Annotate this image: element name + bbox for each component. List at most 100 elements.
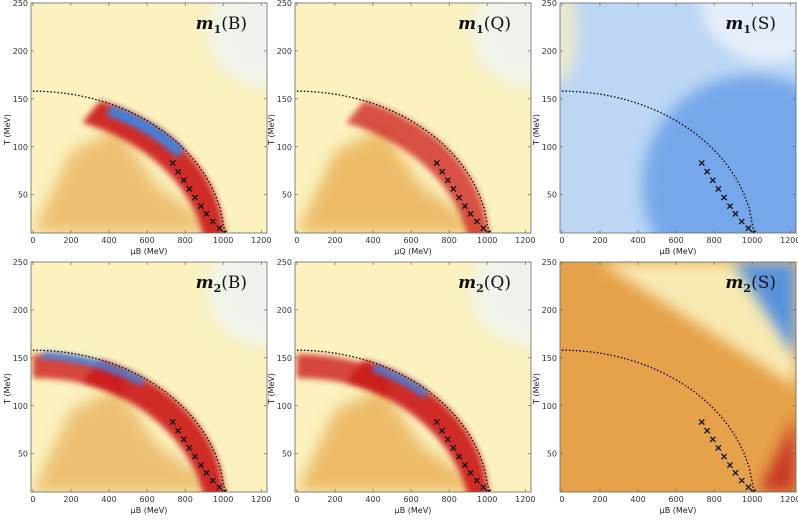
blue-sliver xyxy=(105,105,184,158)
critical-marker xyxy=(704,168,711,175)
x-tick-label: 0 xyxy=(559,495,564,504)
critical-marker xyxy=(698,159,705,167)
x-tick-label: 600 xyxy=(403,236,418,245)
critical-marker xyxy=(455,453,463,460)
critical-marker xyxy=(698,418,705,426)
blue-region xyxy=(642,75,796,233)
transition-curve xyxy=(296,90,490,233)
y-tick-label: 150 xyxy=(542,354,557,363)
critical-marker xyxy=(750,488,757,492)
critical-marker xyxy=(169,159,176,167)
critical-marker xyxy=(180,436,187,443)
x-tick-label: 400 xyxy=(365,236,380,245)
orange-region xyxy=(32,127,226,233)
x-tick-label: 0 xyxy=(30,236,35,245)
red-band-left xyxy=(296,354,389,397)
x-tick-label: 800 xyxy=(442,236,457,245)
x-tick-label: 1000 xyxy=(213,236,233,245)
x-tick-label: 400 xyxy=(101,495,116,504)
y-tick-label: 50 xyxy=(18,191,28,200)
x-tick-label: 1000 xyxy=(477,236,497,245)
critical-marker xyxy=(467,210,474,217)
x-tick-label: 0 xyxy=(559,236,564,245)
plot-frame xyxy=(559,2,797,234)
y-tick-label: 200 xyxy=(277,306,292,315)
blue-sliver xyxy=(40,352,145,386)
plot-frame xyxy=(294,2,532,234)
x-tick-label: 600 xyxy=(403,495,418,504)
y-tick-label: 200 xyxy=(13,306,28,315)
y-tick-label: 50 xyxy=(282,450,292,459)
panel-4: 0 200 400 600 800 1000 1200 50 100 150 200 250 μB (M… xyxy=(3,258,271,515)
transition-curve xyxy=(296,349,490,492)
critical-marker xyxy=(450,185,457,192)
red-band xyxy=(346,100,490,233)
critical-marker xyxy=(180,177,187,184)
panel-6: 0 200 400 600 800 1000 1200 50 100 150 200 250 μB (M… xyxy=(532,258,798,515)
critical-marker xyxy=(738,477,745,484)
x-tick-label: 1200 xyxy=(515,236,535,245)
critical-marker xyxy=(175,427,182,434)
x-tick-label: 600 xyxy=(668,236,683,245)
critical-marker xyxy=(433,418,440,426)
critical-marker xyxy=(444,436,451,443)
x-tick-label: 600 xyxy=(139,236,154,245)
x-tick-label: 200 xyxy=(327,236,342,245)
pale-region xyxy=(701,3,796,63)
y-tick-label: 150 xyxy=(277,95,292,104)
y-axis-label: T (MeV) xyxy=(267,114,276,146)
x-axis-label: μB (MeV) xyxy=(660,506,697,515)
critical-marker xyxy=(473,477,480,484)
y-tick-label: 250 xyxy=(542,258,557,267)
panel-3: 0 200 400 600 800 1000 1200 50 100 150 200 250 μB (M… xyxy=(532,0,798,256)
critical-marker xyxy=(203,469,210,476)
critical-marker xyxy=(444,177,451,184)
y-tick-label: 250 xyxy=(277,258,292,267)
critical-marker xyxy=(720,453,728,460)
y-tick-label: 50 xyxy=(547,191,557,200)
x-tick-label: 0 xyxy=(30,495,35,504)
critical-marker xyxy=(209,218,216,225)
critical-marker xyxy=(191,453,199,460)
yellow-region xyxy=(599,262,796,387)
x-tick-label: 400 xyxy=(101,236,116,245)
x-tick-label: 1000 xyxy=(742,236,762,245)
critical-marker xyxy=(480,225,487,232)
transition-curve xyxy=(32,90,226,233)
orange-region xyxy=(296,386,490,492)
x-axis-label: μQ (MeV) xyxy=(394,247,431,256)
y-tick-label: 100 xyxy=(542,143,557,152)
critical-marker xyxy=(485,488,492,492)
x-tick-label: 800 xyxy=(707,495,722,504)
pale-region xyxy=(207,262,267,346)
critical-marker xyxy=(433,159,440,167)
panel-title: m1(B) xyxy=(196,14,247,36)
x-axis-label: μB (MeV) xyxy=(395,506,432,515)
panel-title: m2(B) xyxy=(196,273,247,295)
y-tick-label: 150 xyxy=(277,354,292,363)
y-tick-label: 50 xyxy=(18,450,28,459)
plot-frame xyxy=(294,261,532,493)
x-tick-label: 800 xyxy=(178,495,193,504)
x-tick-label: 1200 xyxy=(780,236,798,245)
x-axis-label: μB (MeV) xyxy=(131,506,168,515)
y-tick-label: 250 xyxy=(277,0,292,8)
x-tick-label: 200 xyxy=(592,495,607,504)
y-tick-label: 100 xyxy=(13,143,28,152)
critical-marker xyxy=(186,444,193,451)
transition-curve xyxy=(561,90,755,233)
y-tick-label: 50 xyxy=(547,450,557,459)
y-axis-label: T (MeV) xyxy=(267,373,276,405)
critical-marker xyxy=(732,210,739,217)
critical-marker xyxy=(715,185,722,192)
x-tick-label: 1000 xyxy=(213,495,233,504)
x-tick-label: 200 xyxy=(63,236,78,245)
pale-region xyxy=(471,262,531,346)
plot-frame xyxy=(30,261,268,493)
blue-region xyxy=(733,262,796,358)
panel-title: m2(Q) xyxy=(458,273,511,295)
critical-marker xyxy=(450,444,457,451)
critical-marker xyxy=(732,469,739,476)
critical-marker xyxy=(209,477,216,484)
transition-curve xyxy=(561,349,755,492)
